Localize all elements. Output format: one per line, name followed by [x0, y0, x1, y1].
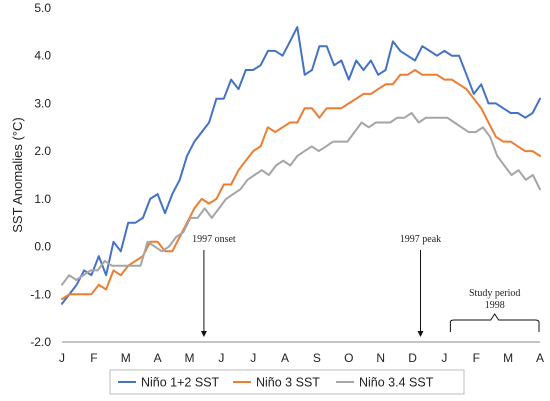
annotation-onset-arrowhead [200, 331, 207, 337]
x-tick-label: D [408, 351, 417, 365]
annotation-study-bracket [449, 313, 540, 332]
series-lines [61, 26, 541, 305]
annotation-onset-label: 1997 onset [192, 234, 236, 245]
x-tick-label: A [281, 351, 289, 365]
x-tick-label: F [473, 351, 480, 365]
legend-box [109, 369, 465, 395]
y-tick-label: 2.0 [34, 144, 51, 158]
legend-label: Niño 3 SST [256, 376, 320, 390]
x-tick-label: M [121, 351, 131, 365]
x-tick-label: A [154, 351, 162, 365]
y-tick-label: 3.0 [34, 96, 51, 110]
y-tick-label: 5.0 [34, 1, 51, 15]
x-tick-label: M [184, 351, 194, 365]
y-tick-label: -2.0 [30, 335, 51, 349]
x-tick-label: F [90, 351, 97, 365]
y-axis-label: SST Anomalies (°C) [10, 117, 25, 233]
annotation-peak-arrowhead [417, 331, 424, 337]
annotation-study-year: 1998 [485, 300, 505, 311]
y-tick-label: 1.0 [34, 192, 51, 206]
legend-label: Niño 1+2 SST [141, 376, 220, 390]
legend: Niño 1+2 SST Niño 3 SST Niño 3.4 SST [109, 369, 465, 395]
series-line [61, 69, 541, 301]
x-tick-label: O [344, 351, 353, 365]
x-tick-label: M [503, 351, 513, 365]
series-line [61, 112, 541, 286]
x-tick-label: N [376, 351, 385, 365]
annotation-peak-label: 1997 peak [400, 234, 441, 245]
x-tick-label: J [59, 351, 65, 365]
series-line [61, 26, 541, 305]
y-tick-label: -1.0 [30, 287, 51, 301]
axes: -2.0 -1.0 0.0 1.0 2.0 3.0 4.0 5.0 SST Anomalies … [10, 1, 544, 365]
y-tick-label: 0.0 [34, 240, 51, 254]
legend-label: Niño 3.4 SST [359, 376, 434, 390]
x-tick-label: S [313, 351, 321, 365]
x-tick-label: J [250, 351, 256, 365]
annotation-study-label: Study period [469, 288, 520, 299]
x-tick-label: J [218, 351, 224, 365]
x-tick-label: A [536, 351, 544, 365]
y-tick-label: 4.0 [34, 49, 51, 63]
x-tick-label: J [441, 351, 447, 365]
